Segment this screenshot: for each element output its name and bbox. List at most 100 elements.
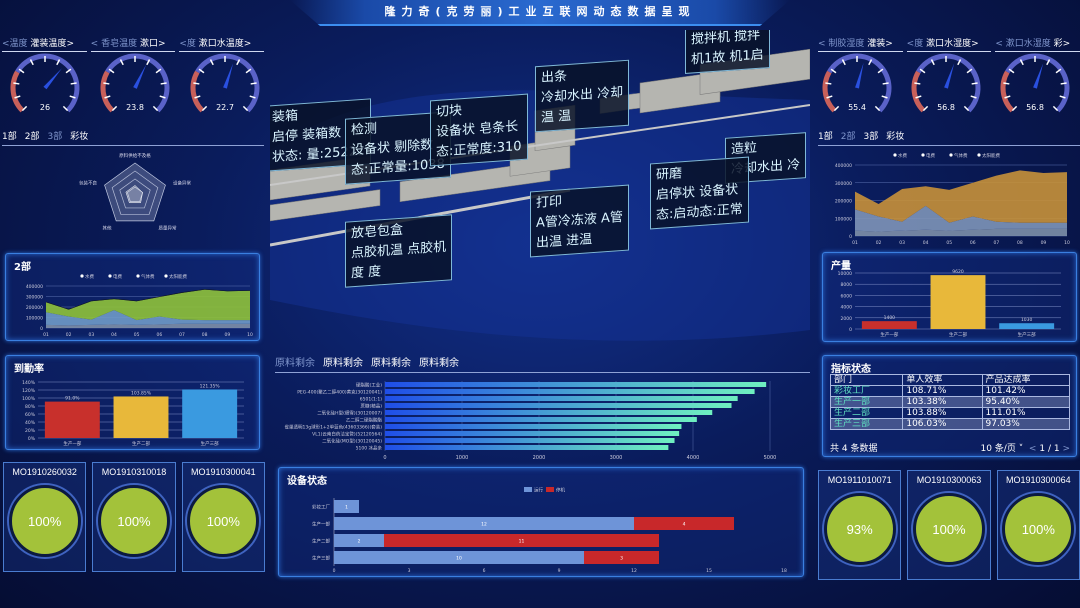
table-row[interactable]: 彩妆工厂 108.71% 101.42% bbox=[829, 385, 1070, 397]
table-cell: 生产三部 bbox=[829, 418, 904, 430]
column-header[interactable]: 单人效率 bbox=[902, 374, 983, 386]
gauge-tick bbox=[877, 68, 883, 74]
material-tab[interactable]: 原料剩余 bbox=[275, 358, 315, 369]
mo-id: MO1910310018 bbox=[101, 467, 167, 477]
x-tick-label: 09 bbox=[1041, 240, 1047, 246]
material-bar bbox=[385, 417, 697, 422]
legend-label: 太阳能费 bbox=[982, 152, 1000, 159]
tab-label: 彩 bbox=[1053, 39, 1063, 49]
page-size-select[interactable]: 10 条/页 bbox=[980, 444, 1016, 454]
gauge-tab[interactable]: <度 漱口水温度> bbox=[179, 36, 265, 52]
output-chart: 0 2000 4000 6000 8000 10000 1400 生产一部 9620 生产二部 10… bbox=[838, 269, 1061, 338]
device-bar-segment[interactable] bbox=[334, 534, 384, 547]
device-bar-segment[interactable] bbox=[384, 534, 659, 547]
gauge-tab[interactable]: < 制胶湿度 灌装> bbox=[818, 36, 903, 52]
prev-label: <度 bbox=[906, 39, 924, 49]
mo-card[interactable]: MO1910310018 100% bbox=[92, 462, 176, 572]
mo-card[interactable]: MO1910300041 100% bbox=[181, 462, 265, 572]
current-page[interactable]: 1 bbox=[1039, 444, 1046, 454]
progress-ball: 100% bbox=[187, 485, 260, 557]
legend-marker bbox=[108, 274, 112, 278]
legend-label: 运行 bbox=[534, 487, 543, 494]
material-tab[interactable]: 原料剩余 bbox=[419, 358, 459, 369]
y-tick-label: 200000 bbox=[835, 199, 852, 205]
mo-card[interactable]: MO1910300064 100% bbox=[996, 470, 1080, 580]
gauge-tab[interactable]: < 漱口水湿度 彩> bbox=[995, 36, 1080, 52]
prev-page-button[interactable]: < bbox=[1028, 444, 1037, 454]
material-label: 硬脂酸(工业) bbox=[356, 382, 382, 389]
equipment-label[interactable]: 研磨 启停状 设备状 态:启动态:正常 bbox=[650, 156, 749, 230]
segment-value: 3 bbox=[620, 556, 623, 562]
next-arrow: > bbox=[243, 39, 252, 49]
prev-label: <度 bbox=[179, 39, 196, 49]
equipment-label[interactable]: 打印 A管冷冻液 A管 出温 进温 bbox=[530, 184, 629, 258]
dept-tab[interactable]: 2部 bbox=[840, 132, 856, 142]
gauge-tab[interactable]: < 香皂温度 漱口> bbox=[90, 36, 176, 52]
gauge: 23.8 bbox=[100, 53, 170, 113]
gauge-tick bbox=[874, 105, 880, 112]
progress-value: 100% bbox=[206, 513, 240, 529]
gauge-tick bbox=[915, 95, 922, 99]
gauge-tick bbox=[1053, 105, 1059, 112]
area-series-2 bbox=[855, 170, 1067, 223]
y-tick-label: 40% bbox=[25, 420, 36, 426]
mo-id: MO1911010071 bbox=[827, 475, 892, 485]
table-row[interactable]: 生产二部 103.88% 111.01% bbox=[829, 407, 1070, 419]
radar-grid bbox=[119, 178, 151, 209]
mo-card[interactable]: MO1911010071 93% bbox=[818, 470, 902, 580]
dept-tab[interactable]: 彩妆 bbox=[886, 132, 905, 142]
equipment-label[interactable]: 搅拌机 搅拌 机1故 机1启 bbox=[685, 30, 770, 75]
dept-tab[interactable]: 1部 bbox=[2, 132, 17, 142]
dept-tab[interactable]: 1部 bbox=[818, 132, 833, 142]
progress-ball: 100% bbox=[912, 493, 985, 565]
device-bar-segment[interactable] bbox=[634, 517, 734, 530]
table-row[interactable]: 生产一部 103.38% 95.40% bbox=[829, 396, 1070, 408]
x-tick-label: 06 bbox=[156, 332, 162, 338]
equipment-label[interactable]: 放皂包盒 点胶机温 点胶机度 度 bbox=[345, 214, 453, 289]
y-tick-label: 生产二部 bbox=[312, 538, 330, 545]
device-bar-segment[interactable] bbox=[584, 551, 659, 564]
y-tick-label: 120% bbox=[22, 388, 36, 394]
x-tick-label: 4000 bbox=[687, 455, 700, 461]
material-label: 二氧化硅(MO型)(30120045) bbox=[322, 438, 382, 445]
column-header[interactable]: 部门 bbox=[829, 374, 904, 386]
material-tab[interactable]: 原料剩余 bbox=[371, 358, 411, 369]
material-label: 蔗糖(精晶) bbox=[360, 403, 382, 410]
panel-title: 设备状态 bbox=[287, 476, 327, 487]
legend-marker bbox=[80, 274, 84, 278]
device-bar-segment[interactable] bbox=[334, 517, 634, 530]
gauge: 26 bbox=[10, 53, 80, 113]
legend-label: 停机 bbox=[556, 487, 565, 494]
y-tick-label: 300000 bbox=[26, 295, 43, 301]
mo-card[interactable]: MO1910300063 100% bbox=[907, 470, 991, 580]
gauge-arc bbox=[10, 70, 25, 113]
materials-chart: 0 1000 2000 3000 4000 5000 硬脂酸(工业)PEG-400(聚乙二醇… bbox=[284, 381, 776, 461]
gauge-tab[interactable]: <温度 灌装温度> bbox=[2, 36, 87, 52]
x-tick-label: 04 bbox=[923, 240, 929, 246]
legend-marker bbox=[921, 153, 925, 157]
bar-value-label: 1030 bbox=[1021, 317, 1033, 323]
equipment-label[interactable]: 出条 冷却水出 冷却温 温 bbox=[535, 59, 630, 133]
equipment-label[interactable]: 切块 设备状 皂条长 态:正常度:310 bbox=[430, 93, 528, 167]
y-tick-label: 80% bbox=[25, 404, 36, 410]
x-tick-label: 0 bbox=[383, 455, 386, 461]
table-row[interactable]: 生产三部 106.03% 97.03% bbox=[829, 418, 1070, 430]
dept-tab[interactable]: 3部 bbox=[47, 132, 63, 142]
next-page-button[interactable]: > bbox=[1062, 444, 1070, 454]
material-tab[interactable]: 原料剩余 bbox=[323, 358, 363, 369]
gauge-tick bbox=[919, 68, 926, 74]
dept-tab[interactable]: 彩妆 bbox=[70, 132, 89, 142]
gauge-tab[interactable]: <度 漱口水湿度> bbox=[906, 36, 992, 52]
column-header[interactable]: 产品达成率 bbox=[981, 374, 1070, 386]
gauge-tick bbox=[209, 59, 214, 66]
mo-card[interactable]: MO1910260032 100% bbox=[3, 462, 87, 572]
device-bar-segment[interactable] bbox=[334, 551, 584, 564]
progress-ball: 100% bbox=[1002, 493, 1075, 565]
dept-tab[interactable]: 2部 bbox=[24, 132, 40, 142]
gauge-needle bbox=[133, 64, 147, 89]
progress-ball: 93% bbox=[823, 493, 896, 565]
device-bar-segment[interactable] bbox=[334, 500, 359, 513]
dept-tab[interactable]: 3部 bbox=[863, 132, 879, 142]
material-bar bbox=[385, 396, 738, 401]
